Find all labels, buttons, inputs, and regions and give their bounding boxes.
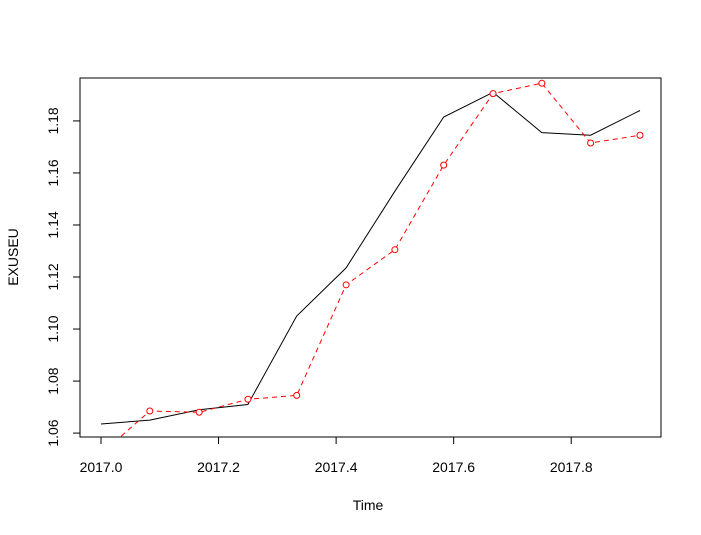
series-2-point	[391, 246, 399, 254]
x-tick-label: 2017.6	[432, 459, 475, 475]
series-2-point	[587, 139, 595, 147]
series-2-point	[293, 391, 301, 399]
x-tick-label: 2017.2	[197, 459, 240, 475]
series-2-point	[195, 408, 203, 416]
x-tick-label: 2017.8	[550, 459, 593, 475]
x-axis: 2017.0 2017.2 2017.4 2017.6 2017.8	[80, 436, 593, 475]
y-tick-label: 1.08	[45, 367, 61, 394]
y-tick-label: 1.06	[45, 419, 61, 446]
series-2-point	[146, 407, 154, 415]
series-2-line	[119, 82, 641, 437]
series-2-point	[98, 451, 104, 457]
series-2-point	[342, 281, 350, 289]
y-tick-label: 1.14	[45, 211, 61, 238]
series-layer	[98, 79, 644, 457]
y-tick-label: 1.18	[45, 107, 61, 134]
y-tick-label: 1.10	[45, 315, 61, 342]
series-1-line	[100, 91, 641, 425]
plot-frame	[79, 77, 662, 438]
y-axis-title: EXUSEU	[5, 228, 21, 286]
x-tick-label: 2017.4	[315, 459, 358, 475]
x-axis-title: Time	[353, 497, 384, 513]
y-axis: 1.06 1.08 1.10 1.12 1.14 1.16 1.18	[45, 107, 81, 447]
series-2-point	[489, 90, 497, 98]
series-2-point	[244, 395, 252, 403]
y-tick-label: 1.12	[45, 263, 61, 290]
x-tick-label: 2017.0	[80, 459, 123, 475]
y-tick-label: 1.16	[45, 159, 61, 186]
series-2-point	[538, 79, 546, 87]
series-2-point	[636, 131, 644, 139]
series-2-point	[440, 161, 448, 169]
